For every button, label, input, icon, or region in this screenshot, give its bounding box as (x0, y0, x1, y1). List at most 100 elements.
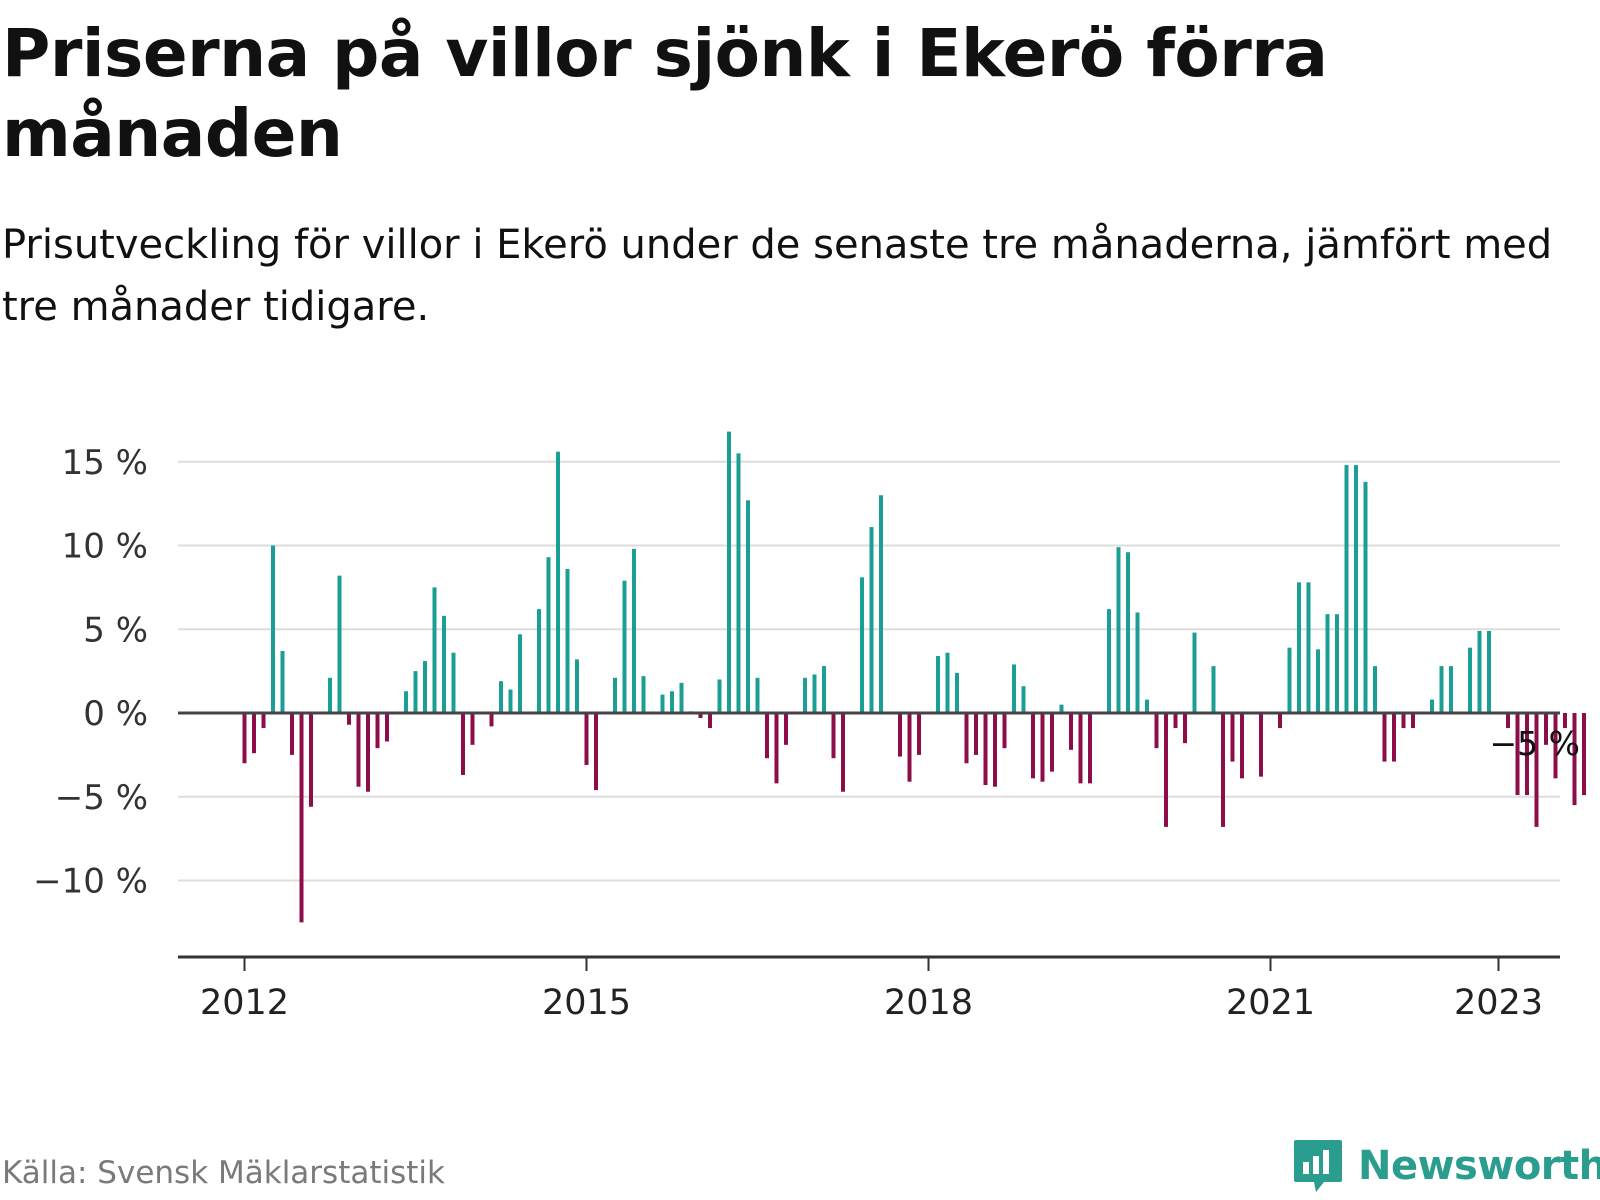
bar (1135, 612, 1140, 713)
bar (1373, 666, 1377, 713)
bar (1563, 713, 1567, 729)
x-tick-label: 2023 (1454, 983, 1543, 1023)
bar (860, 577, 864, 713)
bars (242, 431, 1586, 923)
y-tick-label: 15 % (62, 443, 148, 483)
bar (983, 713, 988, 786)
bar (1430, 699, 1434, 713)
bar (442, 615, 446, 713)
bar (1126, 552, 1130, 713)
bar (936, 656, 940, 713)
bar (1211, 666, 1216, 713)
bar (1449, 666, 1453, 713)
bar (1050, 713, 1054, 772)
bar (546, 557, 551, 713)
bar (945, 652, 950, 713)
bar (242, 713, 247, 764)
bar (1354, 465, 1358, 713)
bar (413, 671, 418, 713)
y-axis-labels: 15 % 10 % 5 % 0 % −5 % −10 % (33, 443, 148, 902)
bar (812, 674, 817, 713)
bar (1021, 686, 1026, 713)
y-tick-label: 0 % (83, 694, 148, 734)
bar (518, 634, 522, 713)
newsworthy-brand[interactable]: Newsworthy (1292, 1138, 1600, 1194)
bar (917, 713, 921, 755)
bar (556, 451, 560, 713)
bar (974, 713, 978, 755)
x-tick-label: 2012 (200, 983, 289, 1023)
bar (1078, 713, 1083, 784)
bar (1297, 582, 1301, 713)
bar (261, 713, 266, 729)
bar (1306, 582, 1311, 713)
bar (1183, 713, 1187, 744)
bar (1259, 713, 1263, 777)
newsworthy-logo-icon (1294, 1140, 1342, 1192)
chart-title: Priserna på villor sjönk i Ekerö förra m… (2, 15, 1328, 172)
bar (632, 548, 636, 713)
bar (698, 713, 703, 719)
bar (584, 713, 589, 765)
bar (1173, 713, 1178, 729)
bar (1040, 713, 1045, 782)
bar (432, 587, 437, 713)
x-tick-label: 2015 (542, 983, 631, 1023)
bar (1363, 481, 1368, 713)
bar (679, 682, 684, 713)
bar (1145, 699, 1149, 713)
bar (1534, 713, 1539, 827)
bar (1088, 713, 1092, 784)
bar (1487, 630, 1491, 713)
bar (1192, 632, 1197, 713)
bar (755, 677, 760, 713)
bar (423, 661, 427, 713)
bar (898, 713, 902, 757)
bar (385, 713, 389, 742)
bar (641, 676, 646, 713)
bar (1525, 713, 1529, 796)
bar (660, 694, 665, 713)
bar (1107, 609, 1111, 713)
x-tick-label: 2021 (1226, 983, 1315, 1023)
bar (1439, 666, 1444, 713)
bar (1116, 547, 1121, 713)
bar (309, 713, 313, 807)
bar (1164, 713, 1168, 827)
bar (1411, 713, 1415, 729)
bar (337, 575, 342, 713)
bar (774, 713, 779, 784)
bar (993, 713, 997, 787)
bar (907, 713, 912, 782)
bar (1031, 713, 1035, 779)
bar (1002, 713, 1007, 749)
latest-value-label: −5 % (1490, 724, 1581, 763)
y-tick-label: −10 % (33, 862, 148, 902)
bar (1154, 713, 1159, 749)
bar (746, 500, 750, 713)
bar (1582, 713, 1586, 796)
bar (717, 679, 722, 713)
bar (1335, 614, 1339, 713)
bar (1012, 664, 1016, 713)
bar (594, 713, 598, 791)
bar (366, 713, 370, 792)
bar (404, 691, 408, 713)
bar (1401, 713, 1406, 729)
bar (1382, 713, 1387, 762)
bar (622, 580, 627, 713)
bar (280, 651, 285, 713)
source-note: Källa: Svensk Mäklarstatistik (2, 1155, 445, 1191)
bar (1316, 649, 1320, 713)
bar (831, 713, 836, 759)
bar (1392, 713, 1396, 762)
bar-chart: 15 % 10 % 5 % 0 % −5 % −10 % 2012 2015 2018 2021… (33, 431, 1586, 1023)
bar (955, 672, 959, 713)
bar (964, 713, 969, 764)
bar (451, 652, 456, 713)
bar (841, 713, 845, 792)
bar (1325, 614, 1330, 713)
y-tick-label: −5 % (55, 778, 148, 818)
bar (1477, 630, 1482, 713)
bar (1344, 465, 1349, 713)
